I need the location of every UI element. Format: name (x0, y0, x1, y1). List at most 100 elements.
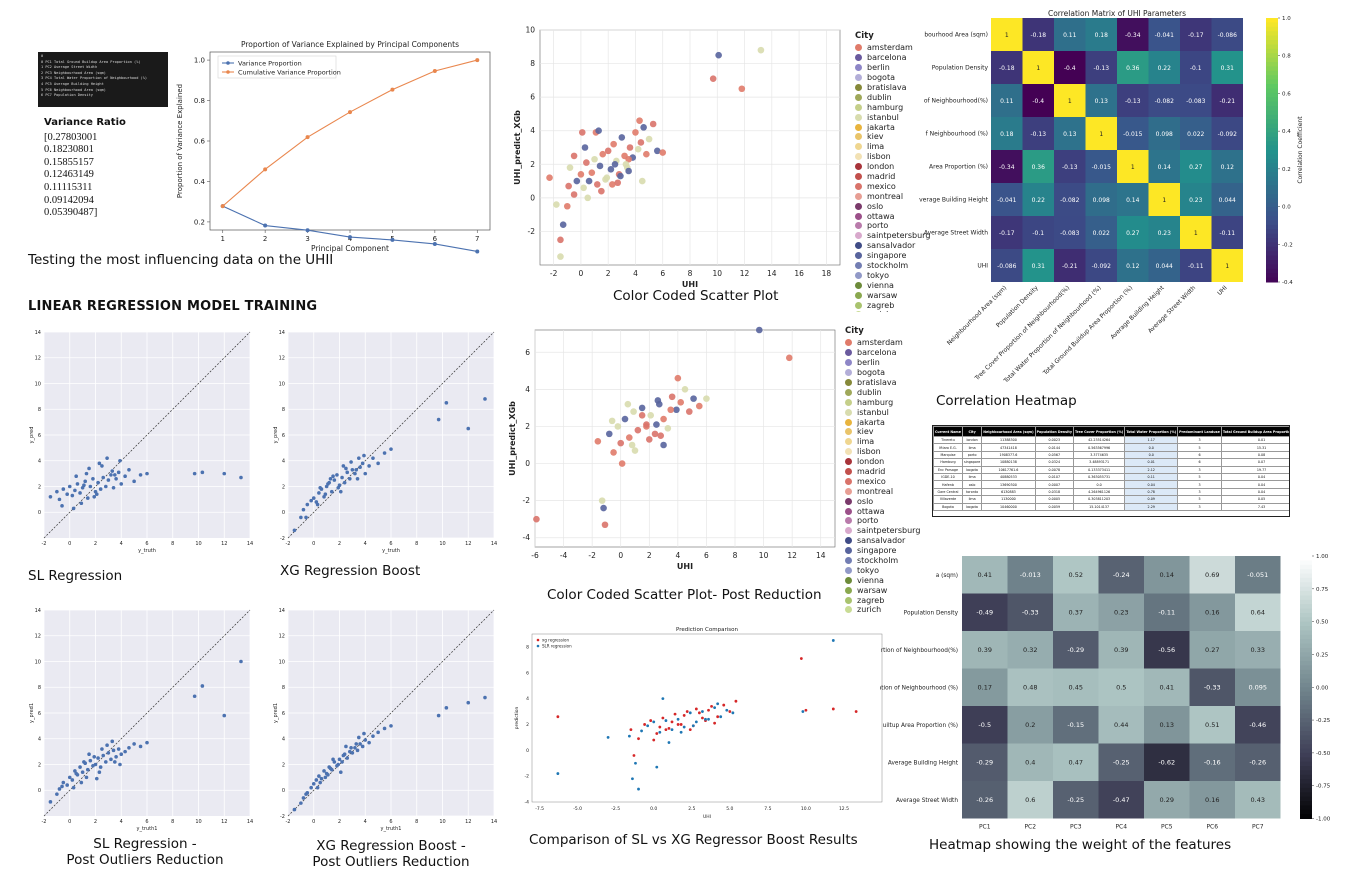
comparison-point (631, 777, 634, 781)
legend-label: lisbon (857, 447, 881, 457)
colorbar-segment (1266, 141, 1278, 147)
cell-label: -0.13 (1062, 164, 1078, 171)
y-axis-label: y_pred (29, 427, 35, 444)
scatter-point (350, 467, 355, 472)
heatmap-cell (991, 18, 1023, 51)
heatmap-cell (1053, 556, 1099, 594)
colorbar-segment (1300, 809, 1312, 815)
legend-swatch (845, 448, 852, 456)
y-axis-label: UHI_predict_XGb (508, 401, 517, 476)
x-tick-label: -2 (42, 819, 47, 825)
table-cell: 47341418 (981, 443, 1036, 452)
legend-label: singapore (867, 251, 907, 261)
scatter-point (358, 465, 362, 469)
legend-swatch (855, 291, 862, 299)
cell-label: -0.13 (1093, 65, 1109, 72)
legend-item: singapore (855, 251, 930, 261)
legend-swatch (845, 596, 852, 604)
scatter-point (660, 415, 667, 423)
scatter-point (118, 458, 122, 463)
colorbar-segment (1266, 31, 1278, 37)
legend-item: kiev (855, 132, 930, 142)
y-tick-label: 0 (38, 788, 41, 794)
colorbar-segment (1300, 669, 1312, 675)
comparison-point (649, 719, 653, 722)
comparison-point (658, 730, 662, 734)
scatter-point (311, 782, 316, 786)
cell-label: 0.22 (1032, 197, 1046, 204)
comparison-point (685, 710, 689, 713)
comparison-point (831, 639, 835, 642)
heatmap-cell (1189, 706, 1235, 744)
table-row: IGDE-10 lima 40880533 0.0107 0.363055731 0.11… (933, 472, 1289, 482)
series-point (475, 58, 480, 63)
scatter-point (757, 46, 765, 54)
comparison-point (658, 725, 662, 729)
table-cell: IGDE-10 (933, 472, 963, 482)
x-tick-label: 10 (195, 819, 201, 825)
heatmap-cell (1189, 668, 1235, 706)
colorbar-tick-label: 0.8 (1282, 54, 1291, 60)
scatter-point (75, 482, 80, 486)
x-tick-label: 5.0 (726, 806, 733, 812)
colorbar-segment (1266, 167, 1278, 173)
table-cell: 4.264961126 (1072, 487, 1126, 497)
scatter-point (715, 51, 722, 59)
x-tick-label: 0 (68, 819, 71, 825)
scatter-point (593, 181, 601, 188)
cell-label: -0.083 (1060, 230, 1080, 237)
table-cell: 11388300 (981, 435, 1036, 445)
heatmap-cell (1211, 150, 1243, 183)
colorbar-segment (1266, 251, 1278, 257)
comparison-point (646, 724, 650, 728)
colorbar-segment (1300, 661, 1312, 666)
legend-swatch (855, 113, 862, 121)
colorbar-tick-label: -0.2 (1282, 242, 1293, 248)
reference-line (43, 331, 251, 539)
caption-sl-post: SL Regression - Post Outliers Reduction (40, 836, 250, 868)
y-tick-label: 0 (530, 193, 535, 202)
y-tick-label: 4 (530, 126, 535, 135)
series-point (305, 135, 310, 140)
scatter-point (349, 745, 353, 750)
legend-label: warsaw (867, 290, 898, 300)
scatter-point (354, 742, 359, 746)
heatmap-cell (1148, 183, 1180, 216)
cell-label: -0.041 (997, 197, 1017, 204)
scatter-point (483, 397, 487, 401)
legend-label: bogota (867, 73, 895, 83)
scatter-point (87, 752, 91, 756)
scatter-point (60, 504, 64, 508)
colorbar-tick-label: 0.25 (1316, 652, 1329, 658)
x-axis-label: Principal Component (311, 244, 389, 253)
x-tick-label: -5.0 (573, 806, 582, 812)
legend-swatch (855, 262, 862, 270)
x-tick-label: 10 (439, 541, 445, 547)
scatter-point (78, 765, 82, 769)
cell-label: 0.32 (1023, 646, 1037, 654)
colorbar-tick-label: 0.50 (1316, 620, 1329, 626)
heatmap-cell (1148, 249, 1180, 282)
scatter-point (94, 492, 99, 497)
colorbar-tick-label: 1.00 (1316, 554, 1329, 560)
legend-label: bogota (857, 368, 885, 378)
colorbar-segment (1266, 53, 1278, 59)
scatter-point (598, 187, 605, 195)
colorbar-segment (1300, 608, 1312, 614)
legend-label: jakarta (867, 122, 895, 132)
comparison-point (637, 737, 640, 741)
scatter-point (132, 742, 136, 746)
scatter-point (336, 485, 341, 490)
scatter-point (299, 515, 303, 520)
scatter-point (588, 169, 596, 176)
legend-label: zurich (857, 605, 882, 615)
x-axis-label: y_truth1 (137, 826, 158, 832)
colorbar-segment (1300, 735, 1312, 741)
legend-item: lisbon (845, 447, 920, 457)
scatter-point (335, 473, 339, 477)
heatmap-cell (1148, 51, 1180, 84)
colorbar-segment (1300, 569, 1312, 574)
legend-label: dublin (867, 92, 892, 102)
x-tick-label: -6 (531, 551, 539, 560)
colorbar-segment (1266, 198, 1278, 204)
